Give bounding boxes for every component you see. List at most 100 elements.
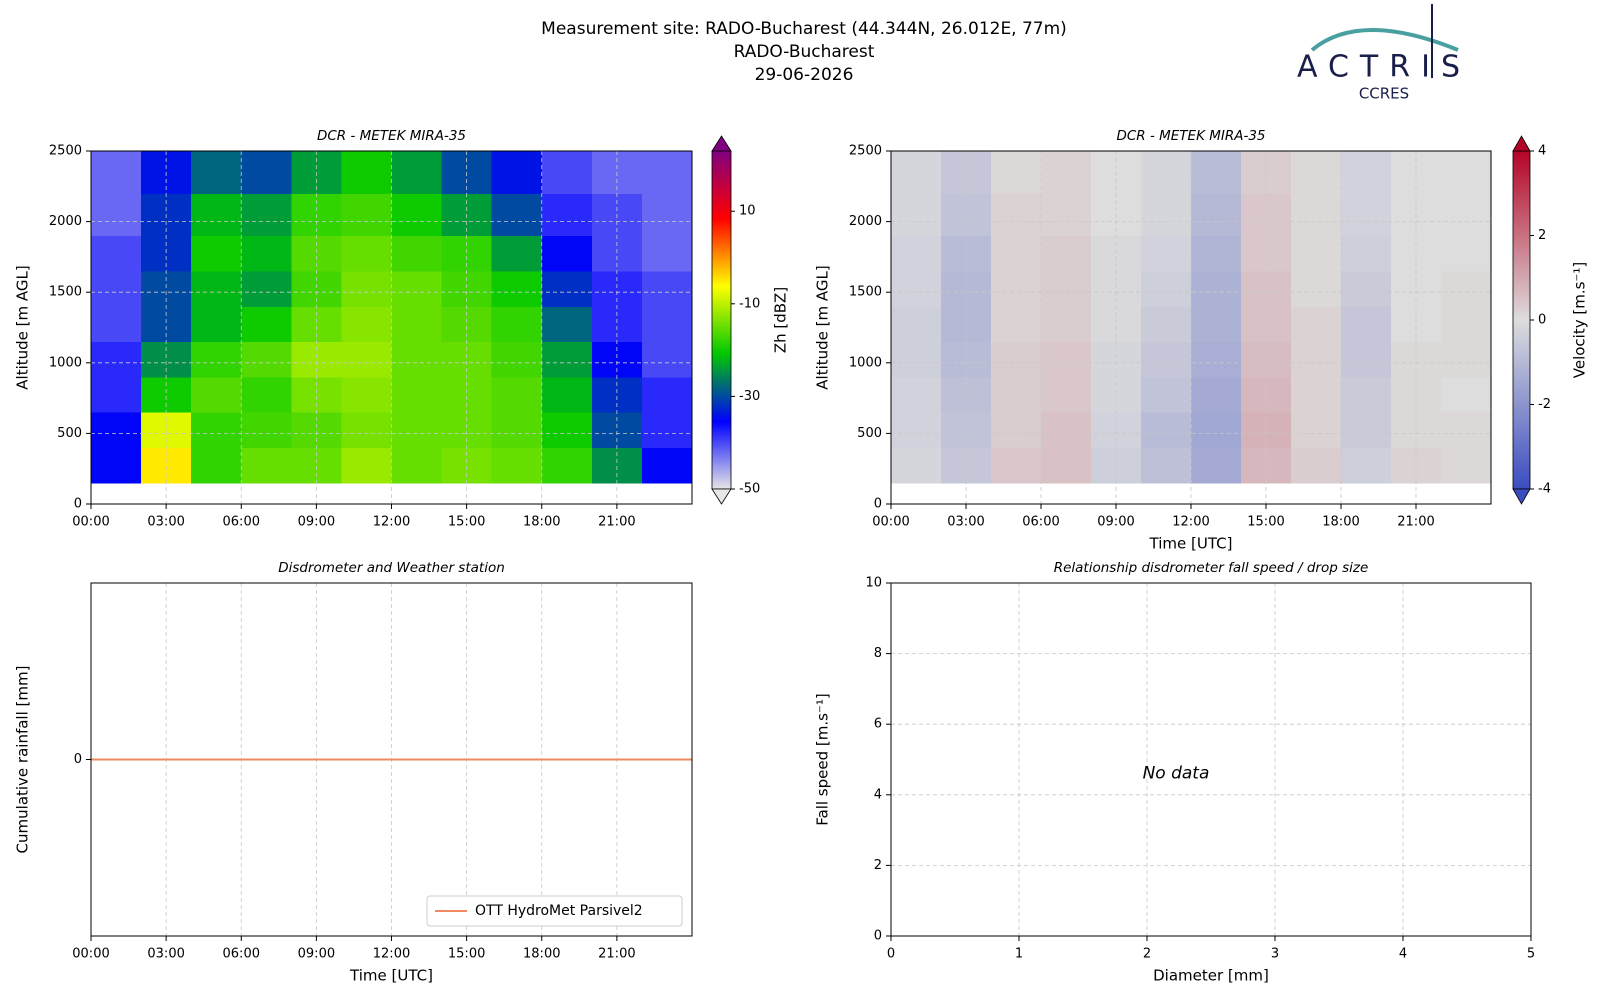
colorbar bbox=[1512, 150, 1531, 490]
x-tick-label: 15:00 bbox=[448, 515, 485, 530]
heatmap-cell bbox=[391, 447, 443, 484]
plot-frame bbox=[890, 582, 1532, 937]
x-tick-label: 21:00 bbox=[598, 947, 635, 962]
panel: -50 -30 -10 10 Zh [dBZ] 00:00 03:00 06:00 09:00 1… bbox=[14, 128, 790, 530]
heatmap-cell bbox=[1191, 306, 1242, 343]
heatmap-cell bbox=[91, 341, 142, 378]
heatmap-cell bbox=[491, 412, 543, 449]
x-tick-label: 03:00 bbox=[147, 947, 184, 962]
heatmap-cell bbox=[341, 193, 392, 237]
heatmap-cell bbox=[441, 341, 493, 378]
colorbar-tick-label: 10 bbox=[739, 204, 756, 219]
heatmap-cell bbox=[891, 341, 942, 378]
logo-arc bbox=[1310, 28, 1459, 52]
heatmap-cell bbox=[891, 193, 942, 237]
heatmap-cell bbox=[191, 271, 242, 307]
heatmap-cell bbox=[341, 447, 392, 484]
x-tick-label: 0 bbox=[887, 947, 895, 962]
x-tick-label: 06:00 bbox=[1022, 515, 1059, 530]
heatmap-cell bbox=[891, 235, 942, 272]
heatmap-cell bbox=[541, 447, 593, 484]
x-tick-label: 18:00 bbox=[523, 947, 560, 962]
x-tick-label: 03:00 bbox=[147, 515, 184, 530]
heatmap-cell bbox=[1341, 341, 1392, 378]
heatmap-cell bbox=[491, 271, 543, 307]
heatmap-cell bbox=[1041, 376, 1092, 413]
panel-title: DCR - METEK MIRA-35 bbox=[1116, 128, 1265, 144]
heatmap-cell bbox=[191, 193, 242, 237]
heatmap-cell bbox=[1291, 412, 1342, 449]
x-tick-label: 21:00 bbox=[1397, 515, 1434, 530]
heatmap-cell bbox=[1141, 306, 1192, 343]
plot-area bbox=[891, 583, 1531, 936]
legend-label: OTT HydroMet Parsivel2 bbox=[475, 903, 643, 919]
heatmap-cell bbox=[91, 235, 142, 272]
header-title: RADO-Bucharest bbox=[734, 42, 875, 62]
heatmap-cell bbox=[191, 412, 242, 449]
colorbar-tick-label: -2 bbox=[1538, 397, 1551, 412]
heatmap-cell bbox=[241, 193, 292, 237]
colorbar-tick-label: 0 bbox=[1538, 313, 1546, 328]
heatmap-cell bbox=[191, 341, 242, 378]
panel-title: Disdrometer and Weather station bbox=[278, 560, 505, 576]
heatmap-cell bbox=[1041, 412, 1092, 449]
heatmap-cell bbox=[1191, 271, 1242, 307]
heatmap-cell bbox=[641, 376, 693, 413]
heatmap-cell bbox=[641, 306, 693, 343]
heatmap-cell bbox=[1141, 235, 1192, 272]
heatmap-cell bbox=[191, 151, 242, 194]
header-title: 29-06-2026 bbox=[755, 65, 854, 85]
heatmap-cell bbox=[641, 341, 693, 378]
x-tick-label: 09:00 bbox=[1097, 515, 1134, 530]
heatmap-cell bbox=[241, 447, 292, 484]
heatmap-cell bbox=[641, 412, 693, 449]
colorbar-tick-label: -30 bbox=[739, 389, 760, 404]
heatmap-cell bbox=[1441, 193, 1492, 237]
heatmap-cell bbox=[491, 447, 543, 484]
heatmap-cell bbox=[341, 341, 392, 378]
heatmap-cell bbox=[391, 151, 443, 194]
panel-title: Relationship disdrometer fall speed / dr… bbox=[1054, 560, 1369, 576]
x-tick-label: 06:00 bbox=[223, 515, 260, 530]
x-tick-label: 15:00 bbox=[1247, 515, 1284, 530]
heatmap-cell bbox=[1291, 193, 1342, 237]
panel: -4 -2 0 2 4 Velocity [m.s⁻¹] 00:00 03:00 06:00 09… bbox=[814, 128, 1589, 553]
heatmap-cell bbox=[1141, 151, 1192, 194]
heatmap-cell bbox=[91, 447, 142, 484]
x-tick-label: 12:00 bbox=[373, 947, 410, 962]
heatmap-cell bbox=[1341, 151, 1392, 194]
colorbar-tick-label: -50 bbox=[739, 482, 760, 497]
heatmap-cell bbox=[1291, 235, 1342, 272]
annotation: No data bbox=[1143, 764, 1210, 784]
heatmap-cell bbox=[541, 412, 593, 449]
heatmap-cell bbox=[91, 412, 142, 449]
x-axis-label: Time [UTC] bbox=[349, 967, 433, 985]
x-tick-label: 5 bbox=[1527, 947, 1535, 962]
x-axis-label: Time [UTC] bbox=[1149, 535, 1233, 553]
x-tick-label: 2 bbox=[1143, 947, 1151, 962]
heatmap-cell bbox=[1441, 306, 1492, 343]
heatmap-cell bbox=[341, 376, 392, 413]
heatmap-cell bbox=[1041, 306, 1092, 343]
heatmap-cell bbox=[491, 341, 543, 378]
heatmap-cell bbox=[541, 151, 593, 194]
heatmap-cell bbox=[991, 376, 1042, 413]
heatmap-cell bbox=[191, 306, 242, 343]
heatmap-cell bbox=[1141, 447, 1192, 484]
heatmap-cell bbox=[491, 235, 543, 272]
heatmap-cell bbox=[341, 271, 392, 307]
heatmap-cell bbox=[341, 412, 392, 449]
y-axis-label: Altitude [m AGL] bbox=[14, 265, 32, 389]
colorbar-extend bbox=[711, 488, 732, 505]
heatmap-cell bbox=[991, 151, 1042, 194]
heatmap-cell bbox=[391, 376, 443, 413]
heatmap-cell bbox=[191, 447, 242, 484]
y-tick-label: 1000 bbox=[849, 355, 882, 370]
y-axis-label: Cumulative rainfall [mm] bbox=[14, 666, 32, 854]
heatmap-cell bbox=[541, 341, 593, 378]
heatmap-cell bbox=[991, 271, 1042, 307]
heatmap-cell bbox=[1141, 341, 1192, 378]
y-tick-label: 0 bbox=[74, 752, 82, 767]
heatmap-cell bbox=[1041, 151, 1092, 194]
